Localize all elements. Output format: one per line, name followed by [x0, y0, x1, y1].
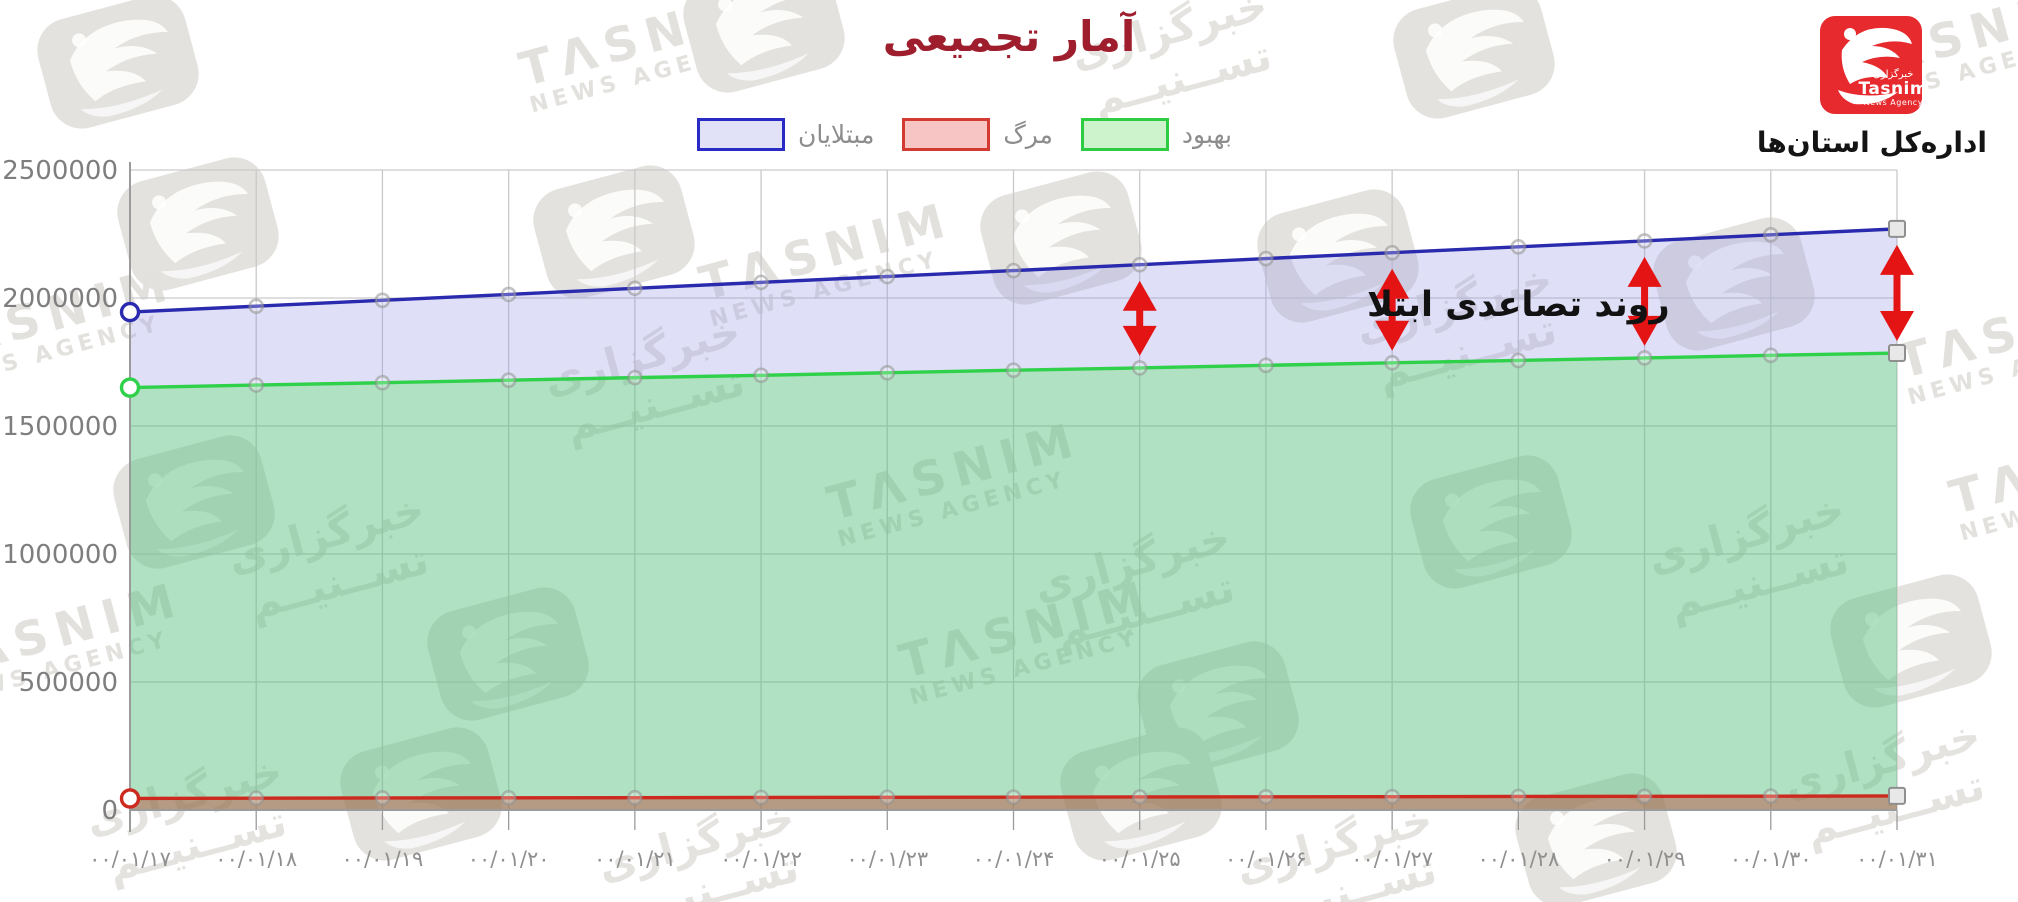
y-axis-label: 1000000: [2, 540, 118, 570]
chart-title: آمار تجمیعی: [882, 12, 1136, 61]
legend-swatch-0: [697, 118, 785, 151]
chart-legend: مبتلایان مرگ بهبود: [697, 118, 1260, 151]
series-point-marker: [753, 274, 769, 291]
series-point-marker: [1384, 788, 1400, 805]
y-axis-label: 2000000: [2, 284, 118, 314]
x-axis-label: ۰۰/۰۱/۲۲: [720, 847, 802, 871]
series-point-marker: [1384, 244, 1400, 261]
x-axis-label: ۰۰/۰۱/۲۵: [1099, 847, 1181, 871]
trend-arrow-head-down: [1880, 311, 1914, 342]
series-point-marker: [1762, 226, 1779, 243]
series-point-marker: [374, 790, 391, 806]
series-point-marker: [1005, 789, 1022, 806]
series-start-marker: [119, 377, 141, 398]
y-axis-label: 2500000: [2, 156, 118, 186]
series-point-marker: [1258, 789, 1274, 805]
series-point-marker: [1131, 789, 1148, 805]
x-axis-label: ۰۰/۰۱/۲۹: [1604, 847, 1686, 871]
legend-swatch-1: [902, 118, 991, 151]
x-axis-label: ۰۰/۰۱/۲۴: [973, 847, 1055, 871]
series-point-marker: [753, 789, 769, 806]
series-point-marker: [1636, 350, 1653, 366]
tasnim-calligraphy-icon: [1838, 27, 1912, 105]
legend-label-2: بهبود: [1181, 120, 1232, 149]
series-point-marker: [1131, 256, 1148, 273]
series-point-marker: [1636, 233, 1653, 249]
series-point-marker: [627, 280, 643, 297]
series-point-marker: [1510, 239, 1527, 255]
series-point-marker: [753, 367, 769, 384]
tasnim-brand: خبرگزاری Tasnim News Agency: [1820, 16, 1922, 114]
series-point-marker: [627, 789, 643, 806]
x-axis-label: ۰۰/۰۱/۲۳: [846, 847, 928, 871]
series-point-marker: [1005, 362, 1022, 378]
logo-farsi-small: خبرگزاری: [1873, 69, 1914, 81]
trend-annotation: روند تصاعدی ابتلا: [1367, 285, 1670, 325]
tasnim-logo-text: خبرگزاری Tasnim News Agency: [1858, 70, 1922, 107]
trend-arrow-head-up: [1880, 244, 1914, 275]
legend-label-0: مبتلایان: [798, 120, 875, 149]
series-point-marker: [500, 790, 517, 806]
series-point-marker: [248, 790, 265, 807]
series-point-marker: [627, 369, 643, 386]
x-axis-label: ۰۰/۰۱/۱۸: [215, 847, 297, 871]
logo-sub: News Agency: [1863, 97, 1922, 107]
x-axis-label: ۰۰/۰۱/۱۹: [342, 847, 424, 871]
series-markers-1: [119, 344, 1906, 398]
legend-swatch-2: [1080, 118, 1169, 151]
series-point-marker: [248, 298, 265, 314]
series-end-marker: [1888, 786, 1906, 805]
series-point-marker: [1510, 788, 1527, 805]
series-point-marker: [248, 377, 265, 393]
series-point-marker: [1762, 788, 1779, 804]
y-axis-label: 500000: [19, 668, 118, 698]
series-point-marker: [1131, 360, 1148, 376]
org-label: اداره‌کل استان‌ها: [1756, 126, 1987, 159]
area-recovered: [130, 353, 1897, 810]
x-axis-label: ۰۰/۰۱/۳۰: [1730, 847, 1812, 871]
series-point-marker: [1762, 347, 1779, 364]
tasnim-logo-icon: خبرگزاری Tasnim News Agency: [1820, 16, 1922, 114]
x-axis-label: ۰۰/۰۱/۲۷: [1351, 847, 1433, 871]
series-point-marker: [1005, 262, 1022, 279]
series-line-1: [129, 351, 1898, 390]
series-point-marker: [1384, 354, 1400, 371]
trend-arrow-head-down: [1122, 325, 1157, 356]
x-axis-label: ۰۰/۰۱/۲۰: [468, 847, 550, 871]
series-end-marker: [1888, 344, 1906, 363]
series-start-marker: [119, 788, 141, 809]
y-axis-label: 1500000: [2, 412, 118, 442]
series-point-marker: [879, 268, 896, 285]
series-point-marker: [1636, 788, 1653, 805]
logo-name: Tasnim: [1858, 78, 1922, 99]
legend-label-1: مرگ: [1003, 120, 1053, 149]
series-point-marker: [374, 374, 391, 391]
series-point-marker: [879, 364, 896, 381]
series-point-marker: [1510, 352, 1527, 369]
x-axis-label: ۰۰/۰۱/۲۶: [1225, 847, 1307, 871]
series-point-marker: [500, 286, 517, 303]
series-end-marker: [1888, 219, 1906, 238]
series-start-marker: [119, 301, 141, 323]
series-point-marker: [1258, 357, 1274, 374]
y-axis-label: 0: [101, 796, 118, 826]
x-axis-label: ۰۰/۰۱/۳۱: [1856, 847, 1938, 871]
series-point-marker: [1258, 250, 1274, 267]
x-axis-label: ۰۰/۰۱/۱۷: [89, 847, 171, 871]
series-point-marker: [879, 789, 896, 806]
x-axis-label: ۰۰/۰۱/۲۱: [594, 847, 676, 871]
x-axis-label: ۰۰/۰۱/۲۸: [1477, 847, 1559, 871]
series-point-marker: [374, 292, 391, 309]
series-point-marker: [500, 372, 517, 388]
